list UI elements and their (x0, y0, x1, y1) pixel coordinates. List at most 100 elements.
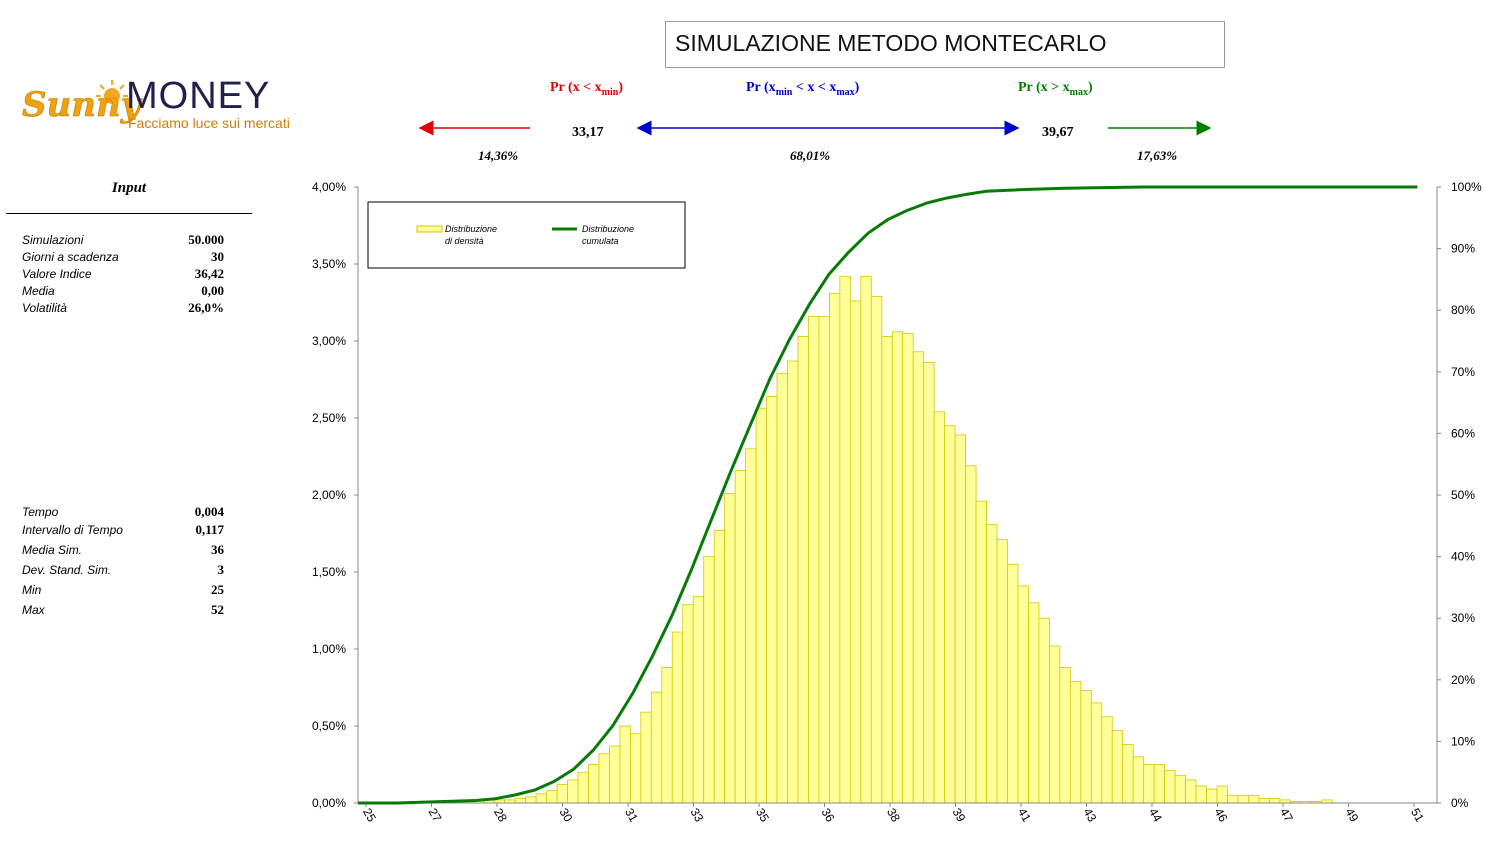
density-bar (1174, 774, 1186, 804)
param-value-media: 0,00 (201, 283, 224, 298)
svg-text:MONEY: MONEY (126, 75, 270, 117)
density-bar (1195, 785, 1207, 804)
x-tick-label: 39 (950, 806, 969, 825)
param-value-volatilita: 26,0% (188, 300, 224, 315)
density-bar (933, 411, 946, 804)
density-bar (923, 362, 935, 804)
density-bar (535, 793, 547, 804)
density-bar (1017, 585, 1029, 804)
density-bar (1038, 617, 1050, 804)
density-bar (713, 530, 726, 804)
y-left-tick-label: 2,00% (312, 488, 346, 502)
density-bar (525, 796, 537, 804)
density-bar (912, 351, 925, 804)
param-label-max: Max (22, 603, 45, 617)
x-tick-label: 38 (884, 806, 903, 825)
density-bar (1143, 764, 1155, 804)
density-bar (1268, 797, 1281, 804)
density-bar (640, 711, 652, 804)
density-bar (1059, 667, 1071, 804)
param-label-media-sim: Media Sim. (22, 543, 83, 557)
y-left-tick-label: 4,00% (312, 180, 346, 194)
svg-text:di densità: di densità (445, 236, 484, 246)
density-bar (766, 396, 778, 804)
probability-arrows (418, 120, 1212, 136)
density-bar (975, 500, 987, 804)
x-tick-label: 44 (1146, 806, 1165, 825)
density-bar (650, 691, 663, 804)
y-left-tick-label: 1,50% (312, 565, 346, 579)
param-value-valore-indice: 36,42 (194, 266, 224, 281)
page-title: SIMULAZIONE METODO MONTECARLO (665, 21, 1225, 68)
cumulative-line (358, 185, 1418, 805)
param-value-dev-stand: 3 (217, 562, 225, 577)
x-tick-label: 31 (622, 806, 641, 825)
legend-swatch-density (416, 225, 443, 233)
density-bar (556, 784, 568, 804)
density-bar (1216, 785, 1228, 804)
density-bar (1049, 645, 1061, 804)
y-right-tick-label: 20% (1451, 673, 1475, 687)
density-bar (598, 753, 610, 804)
x-tick-label: 35 (753, 806, 772, 825)
density-bar (902, 332, 914, 804)
density-bar (734, 469, 747, 804)
density-bar (703, 556, 715, 804)
density-bar (1007, 563, 1019, 804)
density-bar (776, 372, 788, 804)
density-bar (818, 315, 830, 804)
chart-legend: Distribuzione di densità Distribuzione c… (367, 201, 686, 269)
y-right-tick-label: 30% (1451, 611, 1475, 625)
param-value-intervallo: 0,117 (195, 522, 224, 537)
param-value-media-sim: 36 (211, 542, 224, 557)
legend-label-cumulative-1: Distribuzione (582, 224, 634, 234)
density-bar (839, 275, 851, 804)
y-right-tick-label: 40% (1451, 550, 1475, 564)
density-bar (1258, 797, 1270, 804)
param-label-intervallo: Intervallo di Tempo (22, 523, 123, 537)
svg-text:Distribuzione: Distribuzione (582, 224, 634, 234)
y-left-tick-label: 3,50% (312, 257, 346, 271)
y-left-tick-label: 1,00% (312, 642, 346, 656)
density-bar (1069, 680, 1082, 804)
y-left-tick-label: 0,50% (312, 719, 346, 733)
xmin-value: 33,17 (572, 125, 604, 140)
y-right-tick-label: 60% (1451, 426, 1475, 440)
param-value-giorni: 30 (211, 249, 224, 264)
density-bar (1185, 779, 1197, 804)
density-bar (588, 764, 600, 804)
density-bar (1227, 794, 1239, 804)
y-right-tick-label: 100% (1451, 180, 1482, 194)
x-tick-label: 36 (819, 806, 838, 825)
density-bar (1028, 602, 1040, 804)
density-bar (1122, 744, 1134, 804)
prob-between-value: 68,01% (790, 148, 831, 163)
prob-above-value: 17,63% (1137, 148, 1178, 163)
density-bar (745, 448, 757, 804)
param-value-tempo: 0,004 (194, 504, 224, 519)
input-divider (6, 213, 252, 214)
param-value-min: 25 (211, 582, 224, 597)
density-bar (944, 425, 956, 804)
y-left-tick-label: 3,00% (312, 334, 346, 348)
density-bar (808, 315, 820, 804)
svg-text:Sunny: Sunny (22, 85, 143, 125)
density-bar (567, 779, 579, 804)
xmax-value: 39,67 (1042, 125, 1074, 140)
y-right-tick-label: 0% (1451, 796, 1469, 810)
density-bar (965, 465, 977, 804)
density-bar (546, 790, 558, 804)
prob-above-heading: Pr (x > xmax) (1018, 80, 1093, 98)
density-bar (829, 292, 841, 804)
density-bar (1153, 764, 1166, 804)
density-bar (1248, 794, 1260, 804)
svg-text:Facciamo luce sui mercati: Facciamo luce sui mercati (128, 115, 290, 131)
legend-label-cumulative-2: cumulata (582, 236, 619, 246)
x-tick-label: 46 (1212, 806, 1231, 825)
param-label-valore-indice: Valore Indice (22, 267, 92, 281)
density-bar (954, 434, 966, 804)
param-label-dev-stand: Dev. Stand. Sim. (22, 563, 112, 577)
x-tick-label: 41 (1015, 806, 1034, 825)
y-right-tick-label: 90% (1451, 242, 1475, 256)
